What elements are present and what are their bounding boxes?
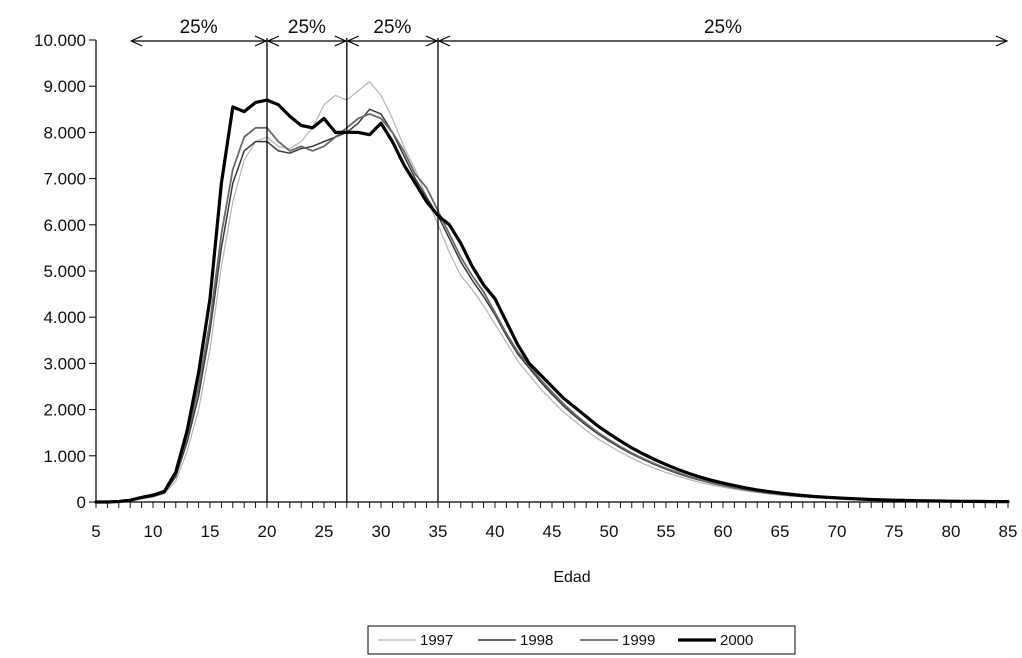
x-tick-label: 25 bbox=[315, 522, 334, 541]
percent-label: 25% bbox=[180, 17, 218, 38]
y-tick-label: 3.000 bbox=[43, 354, 86, 373]
x-tick-label: 20 bbox=[258, 522, 277, 541]
x-tick-label: 45 bbox=[543, 522, 562, 541]
x-tick-label: 50 bbox=[600, 522, 619, 541]
arrow-head-left bbox=[346, 35, 360, 47]
series-lines bbox=[94, 80, 1010, 504]
y-tick-label: 1.000 bbox=[43, 447, 86, 466]
y-tick-label: 10.000 bbox=[34, 31, 86, 50]
series-line-2000 bbox=[94, 98, 1010, 504]
y-tick-label: 2.000 bbox=[43, 401, 86, 420]
legend-label-2000: 2000 bbox=[720, 632, 753, 649]
x-tick-label: 15 bbox=[201, 522, 220, 541]
x-tick-label: 40 bbox=[486, 522, 505, 541]
arrow-head-left bbox=[437, 35, 451, 47]
legend-label-1997: 1997 bbox=[420, 632, 453, 649]
percent-label: 25% bbox=[373, 17, 411, 38]
y-tick-label: 4.000 bbox=[43, 308, 86, 327]
legend-label-1998: 1998 bbox=[520, 632, 553, 649]
x-tick-label: 65 bbox=[771, 522, 790, 541]
x-tick-label: 55 bbox=[657, 522, 676, 541]
arrow-head-right bbox=[425, 35, 439, 47]
x-tick-label: 60 bbox=[714, 522, 733, 541]
x-tick-label: 10 bbox=[144, 522, 163, 541]
arrow-head-right bbox=[254, 35, 268, 47]
x-tick-label: 70 bbox=[828, 522, 847, 541]
x-tick-label: 85 bbox=[999, 522, 1018, 541]
x-axis-ticks: 5 10 15 20 25 30 35 40 45 50 55 60 65 70 75 80 85 bbox=[91, 502, 1017, 541]
y-tick-label: 8.000 bbox=[43, 123, 86, 142]
arrow-head-right bbox=[995, 35, 1009, 47]
x-tick-label: 5 bbox=[91, 522, 100, 541]
y-axis-ticks: 10.000 9.000 8.000 7.000 6.000 5.000 4.000 3.00… bbox=[34, 31, 96, 512]
quartile-annotations: 25% 25% 25% 25% bbox=[129, 17, 1009, 502]
y-tick-label: 9.000 bbox=[43, 77, 86, 96]
series-line-1997 bbox=[95, 80, 1009, 503]
legend: 1997 1998 1999 2000 bbox=[367, 625, 796, 655]
x-tick-label: 80 bbox=[942, 522, 961, 541]
y-tick-label: 6.000 bbox=[43, 216, 86, 235]
arrow-head-left bbox=[266, 35, 280, 47]
y-tick-label: 0 bbox=[77, 493, 86, 512]
series-line-1999 bbox=[95, 113, 1009, 503]
x-tick-label: 30 bbox=[372, 522, 391, 541]
x-axis-title: Edad bbox=[553, 569, 590, 586]
percent-label: 25% bbox=[288, 17, 326, 38]
y-tick-label: 7.000 bbox=[43, 170, 86, 189]
y-tick-label: 5.000 bbox=[43, 262, 86, 281]
legend-label-1999: 1999 bbox=[622, 632, 655, 649]
arrow-head-left bbox=[129, 35, 143, 47]
x-tick-label: 35 bbox=[429, 522, 448, 541]
percent-label: 25% bbox=[704, 17, 742, 38]
arrow-head-right bbox=[334, 35, 348, 47]
x-tick-label: 75 bbox=[885, 522, 904, 541]
